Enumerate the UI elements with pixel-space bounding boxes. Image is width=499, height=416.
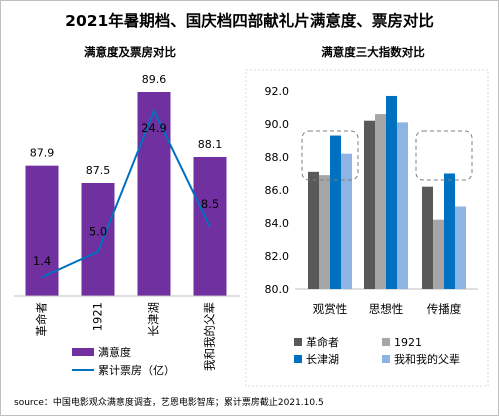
index-legend-label: 1921	[394, 336, 422, 349]
index-bar	[375, 114, 386, 289]
index-legend-label: 革命者	[306, 335, 339, 349]
legend-label-satisfaction: 满意度	[98, 345, 131, 359]
box-office-line	[41, 108, 211, 279]
index-bar	[455, 206, 466, 289]
index-legend-swatch	[382, 338, 390, 346]
index-legend-swatch	[382, 355, 390, 363]
highlight-box	[415, 130, 473, 181]
index-legend-swatch	[294, 355, 302, 363]
box-office-value-label: 24.9	[141, 121, 167, 135]
index-bar	[386, 95, 397, 289]
index-bar	[341, 153, 352, 289]
index-bar	[397, 122, 408, 289]
left-chart-title: 满意度及票房对比	[84, 45, 176, 59]
y-tick-label: 86.0	[265, 184, 290, 197]
highlight-box	[301, 130, 359, 181]
index-bar	[330, 135, 341, 289]
index-bar	[433, 219, 444, 289]
y-tick-label: 82.0	[265, 250, 290, 263]
right-chart-title: 满意度三大指数对比	[321, 45, 425, 59]
box-office-value-label: 8.5	[201, 197, 219, 211]
category-label: 长津湖	[147, 302, 161, 337]
index-legend-label: 长津湖	[306, 353, 339, 366]
category-label: 1921	[91, 302, 105, 331]
satisfaction-value-label: 89.6	[142, 73, 167, 86]
y-tick-label: 92.0	[265, 85, 290, 98]
box-office-value-label: 5.0	[89, 225, 107, 239]
category-label: 我和我的父辈	[203, 302, 217, 371]
satisfaction-value-label: 87.5	[86, 164, 111, 177]
index-category-label: 观赏性	[313, 302, 348, 316]
index-bar	[444, 173, 455, 289]
source-note: source：中国电影观众满意度调查，艺恩电影智库；累计票房截止2021.10.…	[14, 398, 324, 408]
legend-label-box-office: 累计票房（亿）	[98, 364, 175, 377]
index-category-label: 传播度	[427, 302, 462, 316]
satisfaction-bar	[25, 165, 59, 296]
y-tick-label: 90.0	[265, 118, 290, 131]
index-bar	[308, 171, 319, 289]
legend-swatch-satisfaction	[72, 348, 94, 356]
index-bar	[319, 175, 330, 289]
main-title: 2021年暑期档、国庆档四部献礼片满意度、票房对比	[65, 12, 434, 30]
box-office-value-label: 1.4	[33, 254, 51, 268]
y-tick-label: 88.0	[265, 151, 290, 164]
satisfaction-bar	[81, 183, 115, 296]
satisfaction-value-label: 88.1	[198, 138, 223, 151]
satisfaction-bar	[137, 92, 171, 296]
index-bar	[422, 186, 433, 289]
satisfaction-value-label: 87.9	[30, 147, 55, 160]
index-legend-label: 我和我的父辈	[394, 352, 460, 366]
y-tick-label: 84.0	[265, 217, 290, 230]
index-category-label: 思想性	[369, 302, 404, 316]
category-label: 革命者	[35, 302, 49, 337]
index-bar	[364, 120, 375, 289]
y-tick-label: 80.0	[265, 283, 290, 296]
index-legend-swatch	[294, 338, 302, 346]
